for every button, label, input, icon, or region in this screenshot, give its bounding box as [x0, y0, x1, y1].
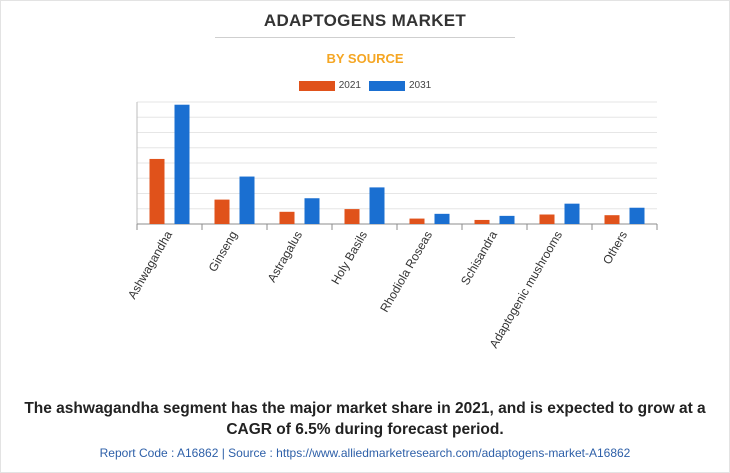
bar-adaptogenic-mushrooms-2021 [539, 214, 555, 224]
title-divider [215, 37, 515, 38]
bar-holy-basils-2021 [344, 209, 360, 224]
legend-swatch-2031 [369, 80, 405, 91]
bar-others-2031 [629, 207, 645, 224]
bar-ashwagandha-2031 [174, 104, 190, 224]
legend-swatch-2021 [298, 80, 335, 91]
legend-label-2031: 2031 [409, 80, 432, 91]
bar-chart: Ashwagandha Ginseng Astragalus Holy Basils R… [125, 101, 658, 351]
x-tick-label: Others [600, 229, 630, 267]
x-tick-label: Holy Basils [328, 229, 370, 287]
legend-label-2021: 2021 [338, 80, 361, 91]
chart-legend: 2021 2031 [0, 80, 730, 91]
report-footer[interactable]: Report Code : A16862 | Source : https://… [99, 446, 631, 460]
bar-adaptogenic-mushrooms-2031 [564, 203, 580, 224]
bar-ginseng-2031 [239, 176, 255, 224]
x-tick-label: Astragalus [265, 229, 305, 285]
bar-astragalus-2021 [279, 211, 295, 224]
bar-ashwagandha-2021 [149, 158, 165, 224]
chart-caption: The ashwagandha segment has the major ma… [24, 400, 706, 438]
x-tick-label: Ashwagandha [125, 228, 175, 301]
x-tick-label: Ginseng [206, 229, 240, 275]
x-tick-label: Adaptogenic mushrooms [487, 229, 565, 351]
x-tick-label: Schisandra [458, 228, 500, 287]
chart-title: ADAPTOGENS MARKET [263, 11, 467, 30]
bar-rhodiola-roseas-2021 [409, 218, 425, 224]
chart-subtitle: BY SOURCE [326, 51, 404, 66]
bar-astragalus-2031 [304, 198, 320, 224]
legend-item-2021[interactable]: 2021 [298, 80, 361, 91]
bar-ginseng-2021 [214, 199, 230, 224]
bar-schisandra-2021 [474, 219, 490, 224]
bar-schisandra-2031 [499, 215, 515, 224]
legend-item-2031[interactable]: 2031 [369, 80, 431, 91]
bar-others-2021 [604, 215, 620, 224]
x-tick-label: Rhodiola Roseas [377, 229, 435, 315]
bar-holy-basils-2031 [369, 187, 385, 224]
bar-rhodiola-roseas-2031 [434, 213, 450, 224]
